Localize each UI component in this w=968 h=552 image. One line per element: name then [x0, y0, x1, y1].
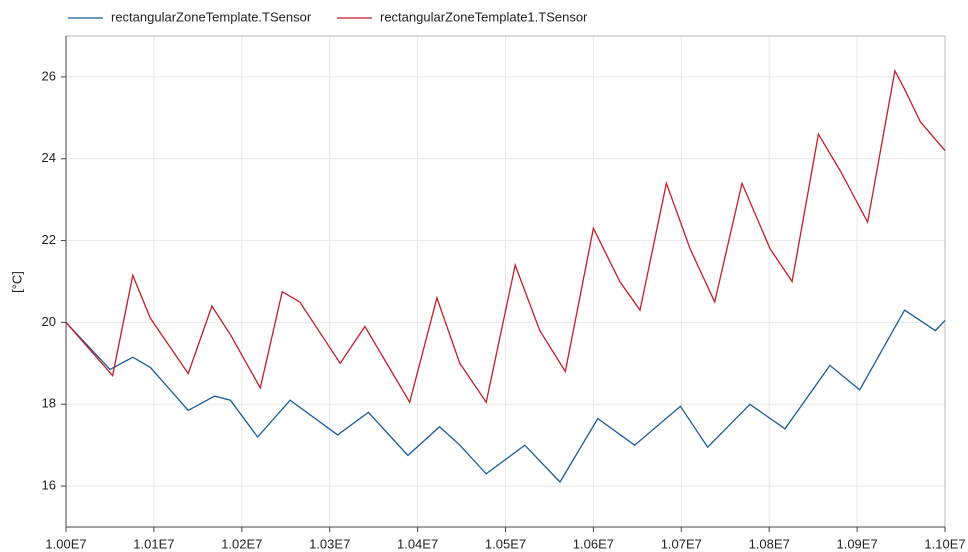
y-tick-label: 26	[42, 68, 56, 83]
x-tick-label: 1.05E7	[485, 536, 526, 551]
data-line	[65, 68, 946, 404]
x-tick-label: 1.09E7	[836, 536, 877, 551]
x-tick-label: 1.04E7	[397, 536, 438, 551]
legend-label: rectangularZoneTemplate.TSensor	[111, 9, 312, 24]
data-line	[65, 309, 946, 484]
x-tick-label: 1.03E7	[309, 536, 350, 551]
x-tick-label: 1.01E7	[133, 536, 174, 551]
x-tick-label: 1.10E7	[924, 536, 965, 551]
x-tick-label: 1.07E7	[661, 536, 702, 551]
legend-label: rectangularZoneTemplate1.TSensor	[380, 9, 588, 24]
y-tick-label: 18	[42, 396, 56, 411]
x-tick-label: 1.06E7	[573, 536, 614, 551]
x-tick-label: 1.02E7	[221, 536, 262, 551]
y-tick-label: 16	[42, 478, 56, 493]
y-axis-label: [°C]	[9, 271, 24, 293]
y-tick-label: 22	[42, 232, 56, 247]
y-tick-label: 20	[42, 314, 56, 329]
x-tick-label: 1.00E7	[45, 536, 86, 551]
x-tick-label: 1.08E7	[749, 536, 790, 551]
y-tick-label: 24	[42, 150, 56, 165]
